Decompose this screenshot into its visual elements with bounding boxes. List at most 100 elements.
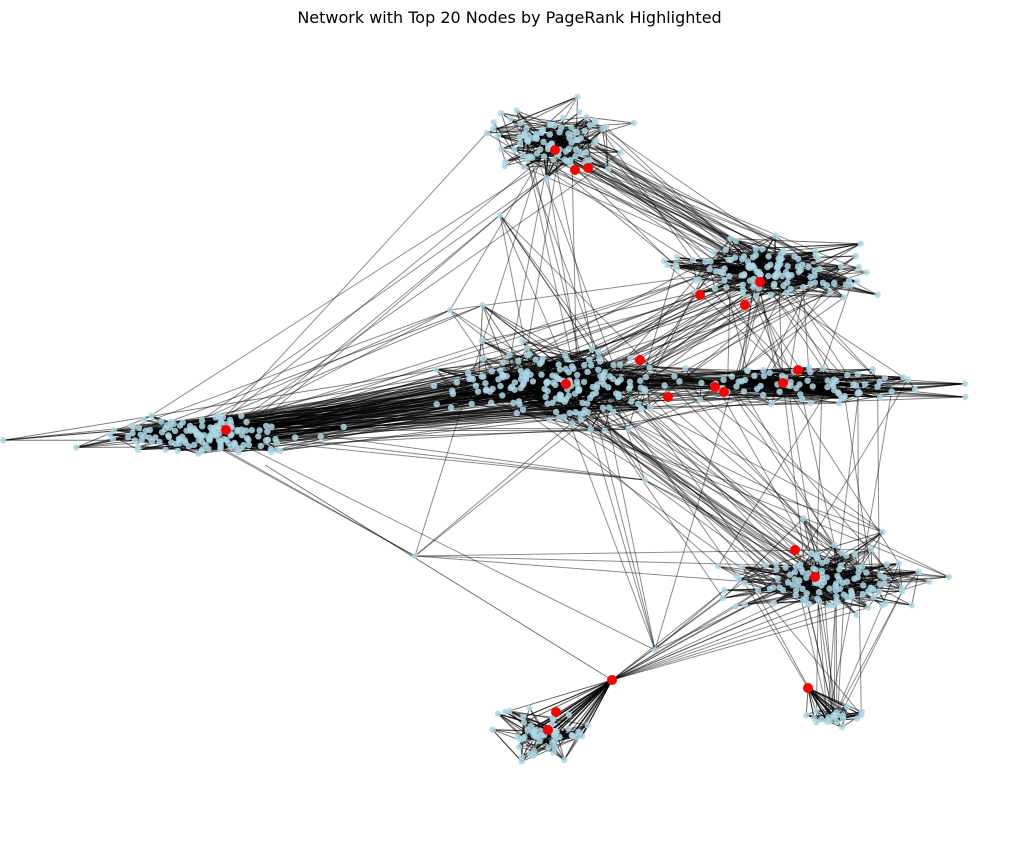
network-node [646,404,654,411]
network-edge [549,679,613,732]
network-edge [499,214,601,362]
network-node [583,113,590,121]
network-node [238,431,246,439]
network-node [784,579,792,586]
network-edge [501,148,787,273]
pagerank-top-node [583,163,593,173]
network-node [780,282,787,289]
network-edge [190,304,483,430]
network-edge [757,590,862,716]
network-node [706,265,713,273]
network-node [723,284,730,291]
network-edge [527,139,760,289]
network-edge [502,374,719,567]
network-edge [587,403,872,589]
network-edge [486,271,799,390]
network-edge [202,428,591,451]
network-edge [816,368,824,558]
network-edge [836,591,903,723]
network-node [340,423,347,431]
network-node [732,237,740,245]
network-edge [519,736,577,748]
network-node [805,263,812,270]
network-node [809,383,816,390]
network-node [565,711,573,719]
network-node [517,384,524,392]
network-node [235,449,242,456]
network-edge [723,379,903,589]
network-node [520,163,527,171]
network-edge [743,235,776,257]
network-node [433,401,440,408]
network-node [673,264,680,271]
network-node [838,549,845,556]
network-node [524,137,531,144]
network-node [733,572,740,579]
network-node [489,385,496,392]
network-node [580,378,588,386]
network-edge [580,413,629,430]
network-edge [611,607,869,681]
network-node [720,376,727,384]
network-node [859,590,866,598]
network-node [226,416,234,424]
network-node [739,289,746,297]
network-edge [676,256,795,372]
network-node [524,352,531,359]
network-node [815,588,823,596]
network-edge [718,280,850,389]
network-node [544,400,551,407]
network-node [819,365,826,372]
network-node [814,555,821,563]
network-node [767,291,775,298]
network-edge [133,309,451,428]
network-node [534,732,541,740]
network-node [812,566,819,574]
network-edge [527,347,863,595]
network-node [550,749,557,756]
network-edge [787,385,819,579]
network-edge [911,571,920,606]
network-edge [674,375,884,533]
network-node [828,380,836,387]
pagerank-top-node [755,277,765,287]
network-node [760,372,768,380]
network-node [787,382,794,389]
network-node [811,267,818,275]
network-node [811,279,819,286]
network-edge [654,589,784,651]
network-node [578,733,586,740]
network-node [556,414,563,421]
network-node [514,734,522,741]
network-edge [525,128,615,366]
network-node [834,599,842,606]
network-node [881,580,888,587]
network-edge [844,396,874,590]
network-node [784,263,791,270]
network-node [787,285,794,293]
network-node [794,263,802,270]
network-node [772,560,780,567]
network-node [131,437,139,444]
network-node [695,276,703,283]
network-edge [820,531,884,586]
network-node [560,413,568,420]
network-node [876,394,884,401]
pagerank-top-node [719,387,729,397]
network-node [561,156,568,163]
network-edge [858,567,862,715]
network-node [573,129,581,136]
pagerank-top-node [810,572,820,582]
network-edge [743,390,772,405]
network-node [778,272,786,280]
network-node [837,562,844,569]
network-edge [611,606,737,681]
network-edge [506,125,555,377]
network-node [557,392,565,399]
network-edge [803,517,847,556]
pagerank-top-node [561,379,571,389]
network-edge [563,679,613,761]
network-edge [553,159,835,284]
network-node [546,416,553,424]
network-node [808,550,815,557]
